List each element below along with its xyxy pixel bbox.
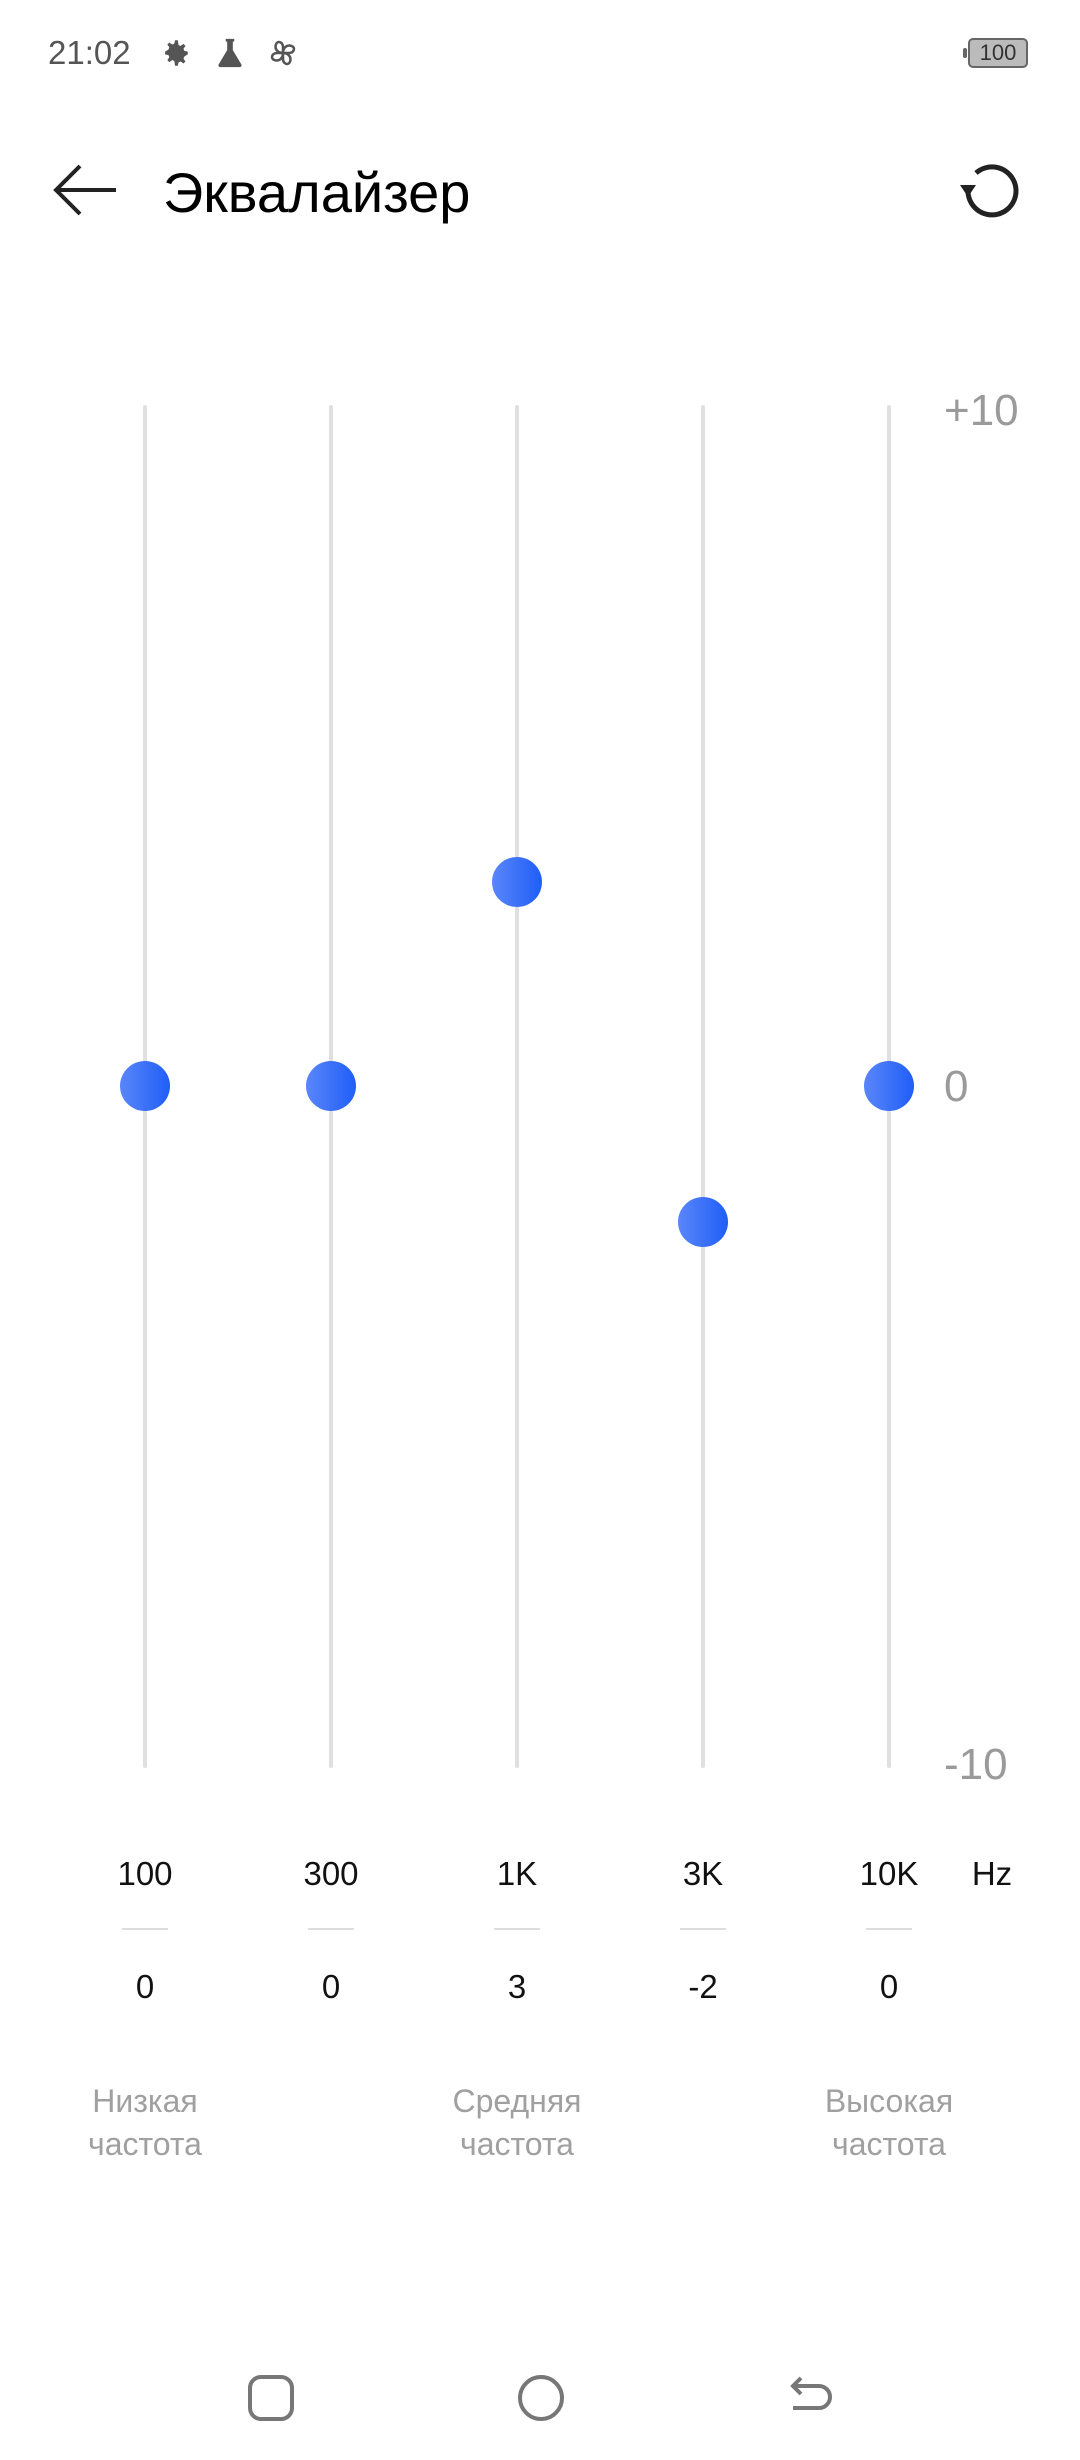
band-value: 0 [321, 1968, 341, 2005]
min-label: -10 [944, 1740, 1008, 1789]
group-label: Высокая [824, 2083, 954, 2119]
fan-icon [270, 40, 296, 66]
band-frequency: 1K [496, 1855, 538, 1892]
band-frequency: 10K [859, 1855, 919, 1892]
status-time: 21:02 [48, 34, 131, 71]
slider-track[interactable] [701, 405, 705, 1768]
group-label: частота [460, 2126, 574, 2162]
reset-icon[interactable] [954, 155, 1026, 227]
slider-knob[interactable] [864, 1061, 914, 1111]
max-label: +10 [944, 386, 1019, 435]
slider-knob[interactable] [492, 856, 542, 907]
slider-knob[interactable] [678, 1197, 728, 1248]
battery-indicator: 100 [963, 38, 1028, 68]
band-value: 3 [507, 1968, 527, 2005]
band-value: -2 [688, 1968, 718, 2005]
band-divider [680, 1928, 726, 1930]
group-high: Высокая частота [769, 2080, 1009, 2166]
group-label: Низкая [92, 2083, 198, 2119]
home-icon[interactable] [513, 2370, 569, 2426]
group-label: частота [88, 2126, 202, 2162]
group-label: Средняя [452, 2083, 582, 2119]
group-label: частота [832, 2126, 946, 2162]
back-icon[interactable] [783, 2370, 839, 2426]
band-frequency: 3K [682, 1855, 724, 1892]
band-value: 0 [879, 1968, 899, 2005]
band-frequency: 300 [303, 1855, 359, 1892]
band-divider [308, 1928, 354, 1930]
gear-icon [165, 40, 188, 66]
group-mid: Средняя частота [397, 2080, 637, 2166]
page-title: Эквалайзер [163, 161, 471, 224]
band-divider [866, 1928, 912, 1930]
slider-knob[interactable] [120, 1061, 170, 1111]
band-divider [122, 1928, 168, 1930]
slider-track[interactable] [515, 405, 519, 1768]
arrow-left-icon[interactable] [50, 160, 120, 220]
band-frequency: 100 [117, 1855, 173, 1892]
recents-icon[interactable] [243, 2370, 299, 2426]
zero-label: 0 [944, 1062, 969, 1111]
flask-icon [218, 38, 242, 68]
band-divider [494, 1928, 540, 1930]
slider-knob[interactable] [306, 1061, 356, 1111]
group-low: Низкая частота [25, 2080, 265, 2166]
unit-label: Hz [971, 1855, 1013, 1892]
band-value: 0 [135, 1968, 155, 2005]
